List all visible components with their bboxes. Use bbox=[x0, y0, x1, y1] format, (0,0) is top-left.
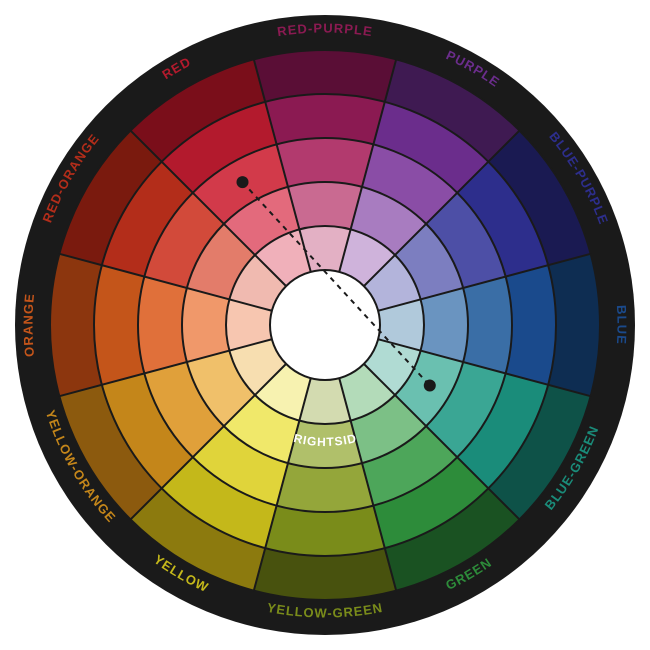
wheel-cell bbox=[288, 182, 362, 229]
wheel-cell bbox=[265, 94, 385, 144]
complementary-dot bbox=[237, 176, 249, 188]
wheel-cell bbox=[265, 506, 385, 556]
wheel-cell bbox=[138, 277, 187, 374]
wheel-cell bbox=[182, 288, 229, 362]
wheel-cell bbox=[277, 463, 374, 512]
complementary-dot bbox=[424, 380, 436, 392]
wheel-cell bbox=[94, 265, 144, 385]
wheel-cell bbox=[421, 288, 468, 362]
wheel-cell bbox=[277, 138, 374, 187]
color-wheel: RED-PURPLEPURPLEBLUE-PURPLEBLUEBLUE-GREE… bbox=[0, 0, 650, 650]
wheel-cell bbox=[506, 265, 556, 385]
wheel-cell bbox=[463, 277, 512, 374]
slice-label: ORANGE bbox=[20, 292, 37, 357]
slice-label: BLUE bbox=[614, 305, 630, 346]
